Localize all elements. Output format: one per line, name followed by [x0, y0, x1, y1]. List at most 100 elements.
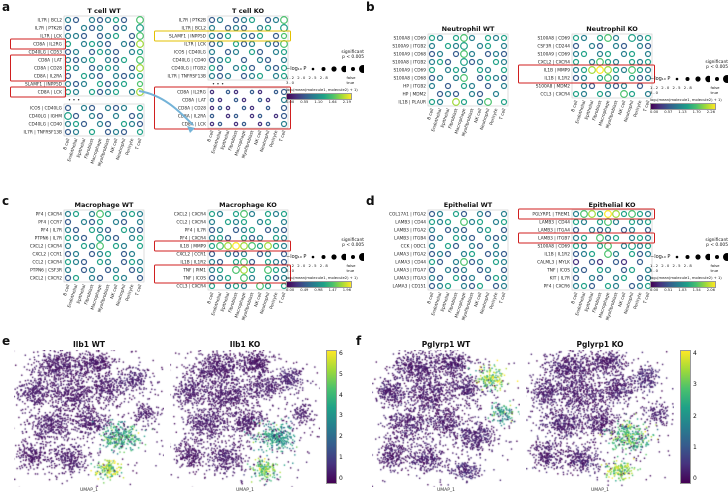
- dot: [96, 64, 104, 72]
- dot: [248, 40, 256, 48]
- dot: [500, 58, 508, 66]
- significance-dots: [715, 252, 728, 261]
- umap-plot: [526, 350, 674, 487]
- dot: [240, 242, 248, 250]
- dot: [580, 210, 588, 218]
- dot: [72, 64, 80, 72]
- dot: [644, 90, 652, 98]
- row-label: IL7R | BCL2: [37, 18, 62, 24]
- dot: [217, 105, 223, 111]
- dot: [224, 282, 232, 290]
- highlight-box: [154, 86, 291, 130]
- column-label: NK cell: [253, 292, 263, 308]
- size-legend-dots: [676, 253, 711, 260]
- dot: [208, 242, 216, 250]
- row-label: S100A9 | CD69: [393, 68, 426, 74]
- row-label: CD8A | CD28: [178, 106, 206, 112]
- dot: [500, 66, 508, 74]
- dot: [468, 258, 476, 266]
- colorbar: [286, 280, 352, 288]
- dot: [604, 250, 612, 258]
- dot: [620, 66, 628, 74]
- dot: [128, 72, 136, 80]
- dot: [128, 64, 136, 72]
- dot: [452, 258, 460, 266]
- dot: [80, 266, 88, 274]
- dot: [257, 97, 263, 103]
- dot: [572, 274, 580, 282]
- dot: [588, 282, 596, 290]
- dotplot-macrophage-ko: Macrophage KO CXCL2 | CXCR4 CCL2 | CXCR4 PF…: [154, 200, 292, 338]
- dot: [112, 80, 120, 88]
- dot: [112, 56, 120, 64]
- row-label: CD8A | IL2RA: [34, 74, 62, 80]
- row-label: CCL3 | CXCR4: [176, 284, 206, 290]
- column-label: Epithelial: [220, 130, 232, 151]
- column-label: Pericyte: [632, 99, 643, 118]
- dot: [612, 258, 620, 266]
- dot: [280, 24, 288, 32]
- dot: [64, 24, 72, 32]
- dot: [468, 34, 476, 42]
- dot: [72, 120, 80, 128]
- column-label: Pericyte: [268, 291, 279, 310]
- size-legend-label: −log₁₀ P: [650, 75, 671, 82]
- dot: [232, 64, 240, 72]
- dot: [476, 98, 484, 106]
- size-legend-ticks: 1.2 2.0 2.5 2.8 3.0: [650, 84, 693, 95]
- umap-x-axis-label: UMAP_1: [436, 488, 456, 493]
- dot: [264, 218, 272, 226]
- dot: [484, 266, 492, 274]
- column-label: T cell: [134, 284, 144, 298]
- dot: [216, 72, 224, 80]
- dot: [232, 250, 240, 258]
- dot: [484, 42, 492, 50]
- dot: [428, 50, 436, 58]
- row-label: SLAMF1 | INPP5D: [25, 82, 63, 88]
- column-label: B cell: [426, 108, 435, 121]
- dot: [248, 210, 256, 218]
- dot: [96, 112, 104, 120]
- dot: [104, 266, 112, 274]
- dot: [500, 34, 508, 42]
- dot: [248, 72, 256, 80]
- dot: [224, 242, 232, 250]
- dot: [484, 274, 492, 282]
- dot: [452, 234, 460, 242]
- column-label: Pericyte: [268, 129, 279, 148]
- dot: [64, 258, 72, 266]
- dot: [232, 16, 240, 24]
- row-label: S100A8 | MDM2: [536, 84, 571, 90]
- dot: [88, 274, 96, 282]
- row-label: IL1B | IL1R2: [180, 260, 206, 266]
- dot: [580, 90, 588, 98]
- dot: [112, 242, 120, 250]
- dot: [256, 218, 264, 226]
- dot: [436, 234, 444, 242]
- dot: [64, 242, 72, 250]
- dot: [636, 210, 644, 218]
- dot: [120, 72, 128, 80]
- column-label: B cell: [570, 292, 579, 305]
- dot: [596, 42, 604, 50]
- umap-plot: [170, 350, 320, 487]
- dot: [468, 82, 476, 90]
- column-label: NK cell: [473, 108, 483, 124]
- colorbar-ticks: 0.00 0.49 0.98 1.47 1.96: [286, 287, 351, 292]
- row-label: LAMA3 | ITGA7: [394, 268, 426, 274]
- dot: [572, 282, 580, 290]
- dot: [112, 274, 120, 282]
- dot: [596, 34, 604, 42]
- column-label: NK cell: [617, 100, 627, 116]
- size-legend: −log₁₀ P: [650, 72, 728, 86]
- column-label: Epithelial: [440, 108, 452, 129]
- dot: [272, 210, 280, 218]
- dot: [136, 40, 144, 48]
- dot: [72, 128, 80, 136]
- dot: [636, 242, 644, 250]
- dot: [636, 58, 644, 66]
- row-label: LAMB3 | CD44: [395, 220, 426, 226]
- dot: [120, 258, 128, 266]
- panel-label-f: f: [356, 334, 362, 348]
